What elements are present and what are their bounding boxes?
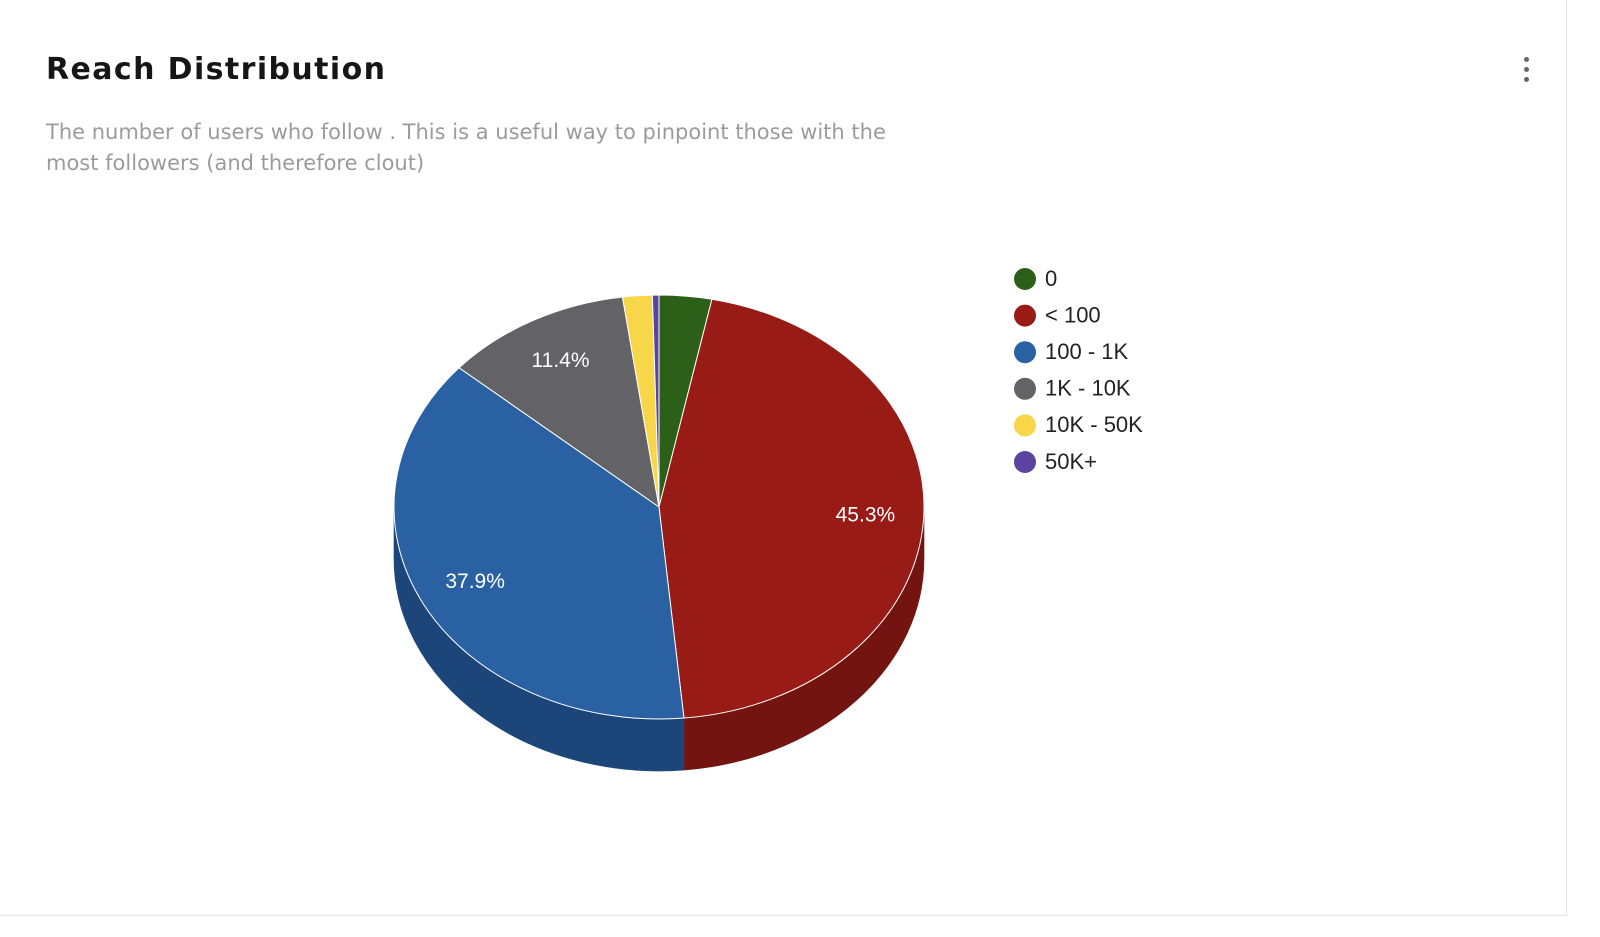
slice-percent-label: 45.3% (836, 503, 896, 526)
legend-swatch (1014, 304, 1036, 327)
menu-dot (1524, 57, 1529, 62)
legend-item-label[interactable]: 0 (1045, 266, 1057, 291)
menu-dot (1524, 77, 1529, 82)
legend-item-label[interactable]: 100 - 1K (1045, 339, 1128, 364)
reach-distribution-card: Reach Distribution The number of users w… (0, 0, 1567, 916)
legend-swatch (1014, 414, 1036, 437)
pie-chart: 45.3% 37.9% 11.4% 0 < 100 100 - 1K 1K - 10K 10… (393, 266, 1143, 772)
legend-item-label[interactable]: 10K - 50K (1045, 412, 1143, 437)
legend-swatch (1014, 341, 1036, 364)
legend-swatch (1014, 377, 1036, 400)
menu-dot (1524, 67, 1529, 72)
legend-item-label[interactable]: 1K - 10K (1045, 376, 1131, 401)
pie-slice[interactable] (393, 367, 685, 720)
chart-legend: 0 < 100 100 - 1K 1K - 10K 10K - 50K 50K+ (1014, 266, 1143, 474)
legend-item-label[interactable]: < 100 (1045, 302, 1101, 327)
card-description: The number of users who follow . This is… (46, 120, 886, 175)
more-vertical-icon[interactable] (1512, 54, 1540, 86)
pie-top (393, 294, 925, 720)
legend-item-label[interactable]: 50K+ (1045, 449, 1097, 474)
card-title: Reach Distribution (46, 52, 387, 87)
pie-slice[interactable] (658, 298, 925, 719)
slice-percent-label: 11.4% (532, 349, 590, 372)
legend-swatch (1014, 451, 1036, 473)
slice-percent-label: 37.9% (445, 570, 505, 593)
pie-slice[interactable] (458, 296, 660, 509)
pie-slice[interactable] (651, 294, 660, 508)
pie-labels: 45.3% 37.9% 11.4% (445, 349, 895, 593)
legend-swatch (1014, 268, 1036, 290)
